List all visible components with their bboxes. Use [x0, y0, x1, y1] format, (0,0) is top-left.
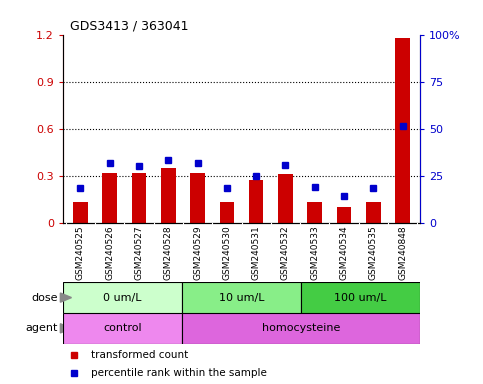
Text: transformed count: transformed count: [91, 350, 189, 360]
Text: GDS3413 / 363041: GDS3413 / 363041: [70, 19, 188, 32]
Bar: [220, 202, 234, 223]
Bar: [190, 172, 205, 223]
Text: GSM240526: GSM240526: [105, 226, 114, 280]
Text: percentile rank within the sample: percentile rank within the sample: [91, 368, 267, 378]
Bar: [249, 180, 263, 223]
Text: GSM240848: GSM240848: [398, 226, 407, 280]
Text: GSM240534: GSM240534: [340, 226, 349, 280]
Bar: [337, 207, 351, 223]
Bar: [102, 172, 117, 223]
Bar: [182, 282, 301, 313]
Text: GSM240529: GSM240529: [193, 226, 202, 280]
Text: GSM240535: GSM240535: [369, 226, 378, 280]
Text: GSM240527: GSM240527: [134, 226, 143, 280]
Polygon shape: [60, 324, 71, 333]
Polygon shape: [60, 293, 71, 302]
Bar: [301, 282, 420, 313]
Text: GSM240528: GSM240528: [164, 226, 173, 280]
Text: GSM240533: GSM240533: [310, 226, 319, 280]
Bar: [182, 313, 420, 344]
Bar: [63, 282, 182, 313]
Text: 100 um/L: 100 um/L: [334, 293, 387, 303]
Text: agent: agent: [26, 323, 58, 333]
Bar: [395, 38, 410, 223]
Text: GSM240532: GSM240532: [281, 226, 290, 280]
Text: homocysteine: homocysteine: [262, 323, 340, 333]
Text: GSM240531: GSM240531: [252, 226, 261, 280]
Bar: [73, 202, 88, 223]
Text: GSM240530: GSM240530: [222, 226, 231, 280]
Bar: [161, 168, 176, 223]
Bar: [132, 172, 146, 223]
Text: dose: dose: [31, 293, 58, 303]
Text: GSM240525: GSM240525: [76, 226, 85, 280]
Bar: [307, 202, 322, 223]
Bar: [366, 202, 381, 223]
Text: control: control: [103, 323, 142, 333]
Text: 10 um/L: 10 um/L: [219, 293, 264, 303]
Bar: [63, 313, 182, 344]
Text: 0 um/L: 0 um/L: [103, 293, 142, 303]
Bar: [278, 174, 293, 223]
